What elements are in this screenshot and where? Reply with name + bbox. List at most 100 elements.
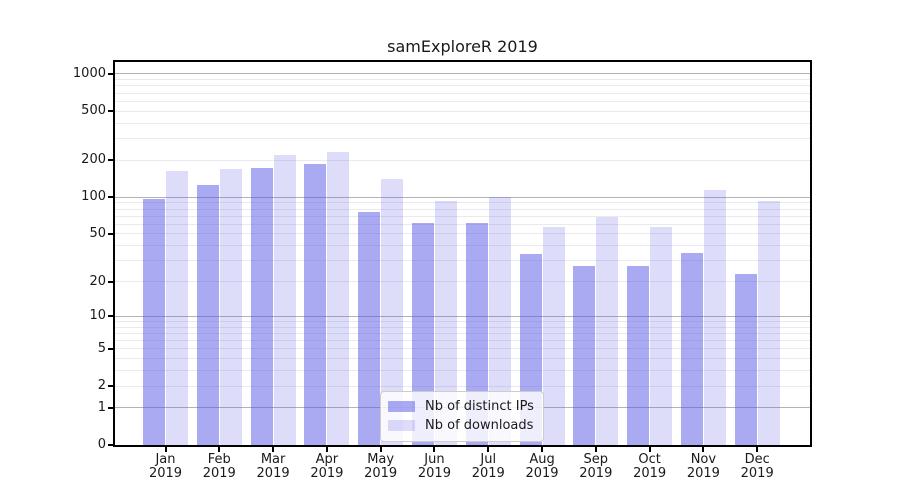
gridline-minor-9 bbox=[115, 320, 810, 322]
x-tick-year: 2019 bbox=[148, 466, 183, 481]
y-tick-label-0: 0 bbox=[97, 437, 106, 452]
bar-downloads-apr bbox=[327, 151, 350, 445]
bar-distinct-ips-jul bbox=[465, 222, 488, 445]
gridline-minor-800 bbox=[115, 85, 810, 87]
gridline-minor-5 bbox=[115, 348, 810, 350]
x-tick-label-dec: Dec 2019 bbox=[730, 453, 784, 481]
x-tick-month: Jul bbox=[480, 452, 497, 467]
y-tick-label-20: 20 bbox=[89, 273, 106, 289]
x-tick-nov bbox=[702, 447, 705, 452]
gridline-minor-8 bbox=[115, 326, 810, 328]
x-tick-month: Aug bbox=[529, 452, 555, 467]
x-tick-dec bbox=[756, 447, 759, 452]
y-tick-200 bbox=[108, 159, 113, 162]
legend-swatch-downloads bbox=[388, 420, 415, 431]
gridline-minor-20 bbox=[115, 281, 810, 282]
x-tick-month: Jun bbox=[424, 452, 445, 467]
x-tick-apr bbox=[325, 447, 328, 452]
legend-item-downloads: Nb of downloads bbox=[388, 416, 535, 435]
x-tick-jan bbox=[164, 447, 167, 452]
y-tick-label-5: 5 bbox=[97, 340, 106, 356]
bar-distinct-ips-sep bbox=[573, 266, 596, 445]
gridline-minor-200 bbox=[115, 159, 810, 161]
x-tick-year: 2019 bbox=[310, 466, 344, 481]
y-tick-0 bbox=[108, 444, 113, 446]
gridline-minor-2 bbox=[115, 385, 810, 387]
x-tick-feb bbox=[218, 447, 221, 452]
bar-distinct-ips-jan bbox=[143, 198, 165, 445]
x-tick-month: Feb bbox=[207, 452, 231, 467]
x-tick-year: 2019 bbox=[525, 466, 559, 481]
bar-downloads-nov bbox=[703, 189, 726, 445]
gridline-minor-900 bbox=[115, 79, 810, 81]
y-tick-100 bbox=[108, 196, 113, 199]
gridline-minor-40 bbox=[115, 245, 810, 247]
gridline-major-100 bbox=[115, 196, 810, 198]
x-tick-month: Dec bbox=[744, 452, 770, 467]
legend: Nb of distinct IPs Nb of downloads bbox=[380, 391, 544, 442]
x-tick-month: Sep bbox=[583, 452, 609, 467]
x-tick-year: 2019 bbox=[633, 466, 667, 481]
bar-downloads-may bbox=[381, 179, 404, 445]
x-tick-month: Apr bbox=[315, 452, 339, 467]
gridline-minor-90 bbox=[115, 202, 810, 204]
gridline-major-1000 bbox=[115, 73, 810, 75]
x-tick-year: 2019 bbox=[202, 466, 236, 481]
y-tick-5 bbox=[108, 347, 113, 350]
x-tick-label-jan: Jan 2019 bbox=[139, 453, 193, 481]
y-tick-label-100: 100 bbox=[81, 189, 106, 205]
gridline-minor-7 bbox=[115, 332, 810, 334]
y-tick-50 bbox=[108, 232, 113, 235]
gridline-minor-4 bbox=[115, 358, 810, 360]
legend-label-downloads: Nb of downloads bbox=[425, 418, 534, 433]
x-tick-year: 2019 bbox=[579, 466, 613, 481]
x-tick-oct bbox=[648, 447, 651, 452]
y-tick-20 bbox=[108, 280, 113, 283]
legend-item-distinct-ips: Nb of distinct IPs bbox=[388, 397, 535, 416]
x-tick-year: 2019 bbox=[364, 466, 398, 481]
x-tick-jun bbox=[433, 447, 436, 452]
bar-downloads-mar bbox=[273, 155, 296, 445]
x-tick-aug bbox=[541, 447, 544, 452]
bar-downloads-dec bbox=[757, 201, 780, 445]
legend-label-distinct-ips: Nb of distinct IPs bbox=[425, 399, 534, 414]
y-tick-label-1000: 1000 bbox=[72, 65, 106, 81]
x-tick-year: 2019 bbox=[471, 466, 505, 481]
y-tick-500 bbox=[108, 110, 113, 113]
y-tick-1 bbox=[108, 406, 113, 409]
gridline-minor-80 bbox=[115, 208, 810, 210]
x-tick-label-mar: Mar 2019 bbox=[246, 453, 300, 481]
x-tick-label-aug: Aug 2019 bbox=[515, 453, 569, 481]
y-tick-label-500: 500 bbox=[81, 103, 106, 119]
y-tick-label-2: 2 bbox=[97, 378, 106, 393]
x-tick-year: 2019 bbox=[417, 466, 451, 481]
bar-downloads-feb bbox=[219, 169, 242, 445]
bar-distinct-ips-jun bbox=[411, 222, 434, 445]
x-tick-label-feb: Feb 2019 bbox=[192, 453, 246, 481]
chart-title: samExploreR 2019 bbox=[387, 37, 538, 56]
x-tick-label-may: May 2019 bbox=[354, 453, 408, 481]
x-tick-month: Jan bbox=[155, 452, 176, 467]
x-tick-label-sep: Sep 2019 bbox=[569, 453, 623, 481]
y-tick-10 bbox=[108, 315, 113, 318]
gridline-minor-500 bbox=[115, 110, 810, 112]
gridline-minor-60 bbox=[115, 223, 810, 225]
x-tick-month: Mar bbox=[260, 452, 286, 467]
x-tick-mar bbox=[272, 447, 275, 452]
bar-downloads-aug bbox=[542, 226, 565, 445]
x-tick-year: 2019 bbox=[686, 466, 720, 481]
x-tick-label-jul: Jul 2019 bbox=[461, 453, 515, 481]
bar-distinct-ips-dec bbox=[734, 274, 757, 445]
plot-area bbox=[115, 62, 810, 445]
x-tick-month: Oct bbox=[638, 452, 661, 467]
gridline-minor-700 bbox=[115, 92, 810, 94]
bar-downloads-jan bbox=[166, 171, 188, 445]
x-tick-month: Nov bbox=[690, 452, 717, 467]
bar-downloads-oct bbox=[650, 226, 673, 445]
x-tick-year: 2019 bbox=[256, 466, 290, 481]
y-tick-label-200: 200 bbox=[81, 152, 106, 168]
x-tick-sep bbox=[594, 447, 597, 452]
legend-swatch-distinct-ips bbox=[388, 401, 415, 412]
x-tick-jul bbox=[487, 447, 490, 452]
